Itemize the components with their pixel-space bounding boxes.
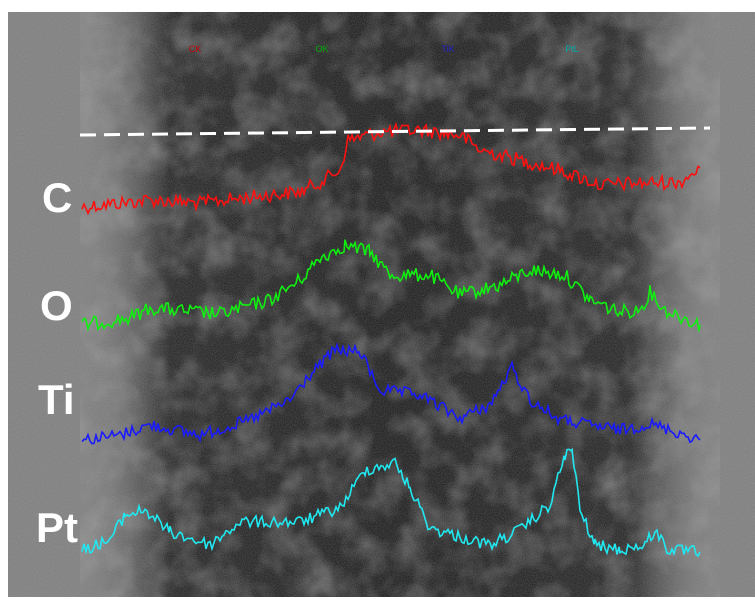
legend-item: TiK	[441, 44, 454, 54]
page: CK OK TiK PtL C O Ti Pt (() => { const d…	[0, 0, 755, 599]
legend-item: CK	[189, 44, 202, 54]
element-label: Ti	[38, 376, 75, 423]
line-scan-image: CK OK TiK PtL C O Ti Pt	[0, 0, 755, 599]
element-label: O	[40, 282, 73, 329]
element-label: C	[42, 174, 72, 221]
legend-item: PtL	[565, 44, 579, 54]
element-label: Pt	[36, 504, 78, 551]
legend-item: OK	[315, 44, 328, 54]
grain	[8, 12, 755, 597]
